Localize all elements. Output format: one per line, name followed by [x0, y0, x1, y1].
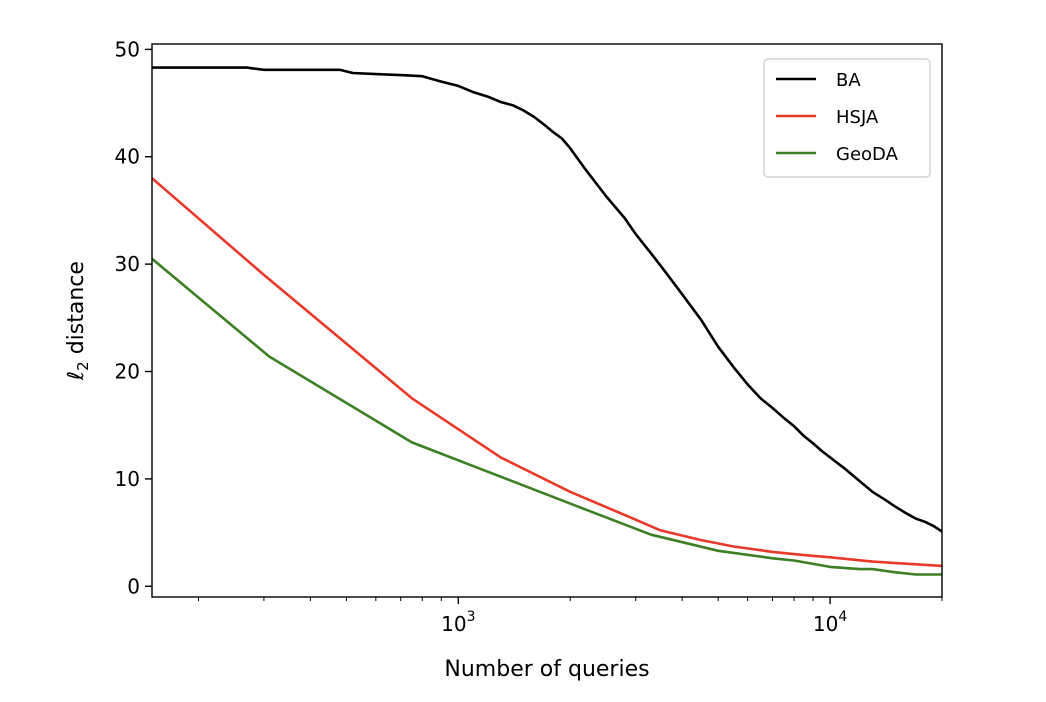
y-tick-label: 30 — [115, 252, 140, 276]
legend-label-geoda: GeoDA — [836, 144, 899, 165]
y-tick-label: 10 — [115, 467, 140, 491]
x-tick-label: 104 — [813, 609, 847, 636]
x-axis: 103 104 — [197, 597, 943, 636]
y-tick-label: 0 — [127, 574, 140, 598]
legend-box — [763, 58, 931, 178]
x-axis-label: Number of queries — [444, 657, 649, 682]
y-axis-label-main: ℓ — [64, 371, 89, 381]
x-tick-label-base: 10 — [813, 612, 838, 636]
legend-label-hsja: HSJA — [836, 107, 879, 128]
y-axis: 0 10 20 30 40 50 — [115, 37, 152, 598]
y-tick-label: 20 — [115, 360, 140, 384]
y-tick-label: 40 — [115, 145, 140, 169]
x-tick-label-exponent: 3 — [467, 609, 476, 625]
legend: BA HSJA GeoDA — [763, 58, 931, 178]
y-axis-label-subscript: 2 — [74, 361, 92, 371]
y-tick-label: 50 — [115, 37, 140, 61]
series-line-hsja — [152, 177, 942, 568]
axes-frame — [151, 43, 943, 598]
y-axis-label: ℓ2 distance — [64, 261, 92, 381]
legend-label-ba: BA — [836, 70, 861, 91]
series-line-geoda — [152, 257, 942, 576]
x-tick-label-base: 10 — [441, 612, 466, 636]
x-tick-label-exponent: 4 — [838, 609, 847, 625]
series-line-ba — [152, 66, 942, 533]
x-tick-label: 103 — [441, 609, 475, 636]
series-layer — [152, 66, 942, 576]
y-axis-label-rest: distance — [64, 261, 89, 361]
